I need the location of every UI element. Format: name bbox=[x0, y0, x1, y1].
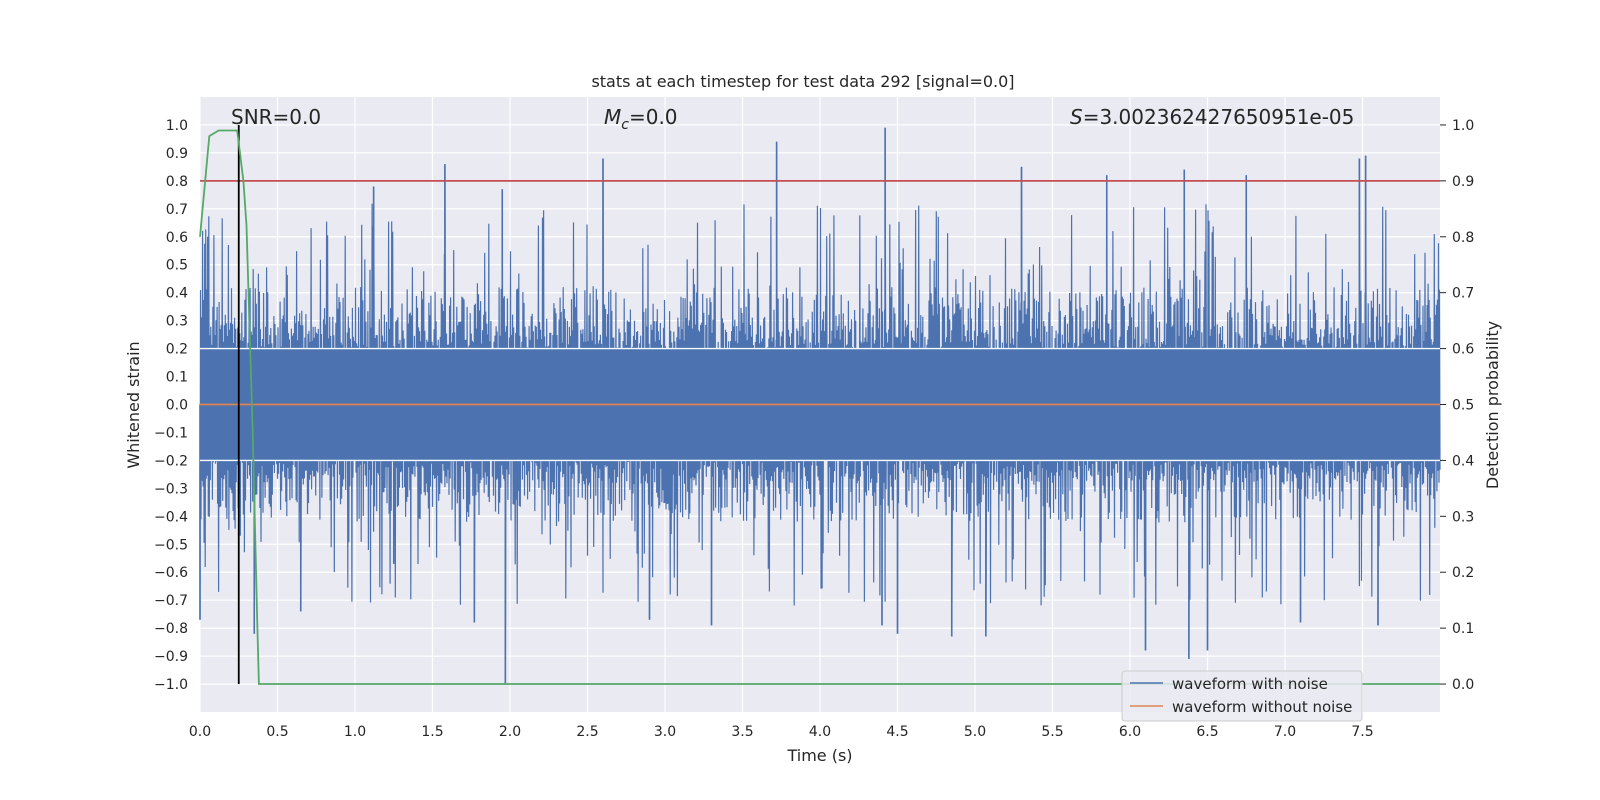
x-tick-label: 3.0 bbox=[654, 724, 676, 740]
legend-label-with-noise: waveform with noise bbox=[1172, 675, 1328, 693]
y-tick-label: −0.7 bbox=[154, 593, 188, 609]
x-tick-label: 0.5 bbox=[266, 724, 288, 740]
series-detection-probability bbox=[199, 129, 1440, 685]
x-tick-label: 1.5 bbox=[421, 724, 443, 740]
y2-axis-ticks: 1.0 0.9 0.8 0.7 0.6 0.5 0.4 0.3 0.2 0.1 0.0 bbox=[1440, 118, 1474, 693]
s-annotation: S=3.002362427650951e-05 bbox=[1070, 105, 1354, 129]
y-tick-label: 0.2 bbox=[166, 342, 188, 358]
y2-tick-label: 1.0 bbox=[1452, 118, 1474, 134]
y2-tick-label: 0.9 bbox=[1452, 174, 1474, 190]
y-axis-label: Whitened strain bbox=[124, 341, 143, 468]
y-tick-label: 0.6 bbox=[166, 230, 188, 246]
y2-tick-label: 0.4 bbox=[1452, 453, 1474, 469]
y2-tick-label: 0.2 bbox=[1452, 565, 1474, 581]
legend-label-without-noise: waveform without noise bbox=[1172, 698, 1352, 716]
y-tick-label: −0.4 bbox=[154, 509, 188, 525]
snr-annotation: SNR=0.0 bbox=[231, 105, 321, 129]
y-tick-label: 0.1 bbox=[166, 370, 188, 386]
chirp-mass-subscript: c bbox=[621, 117, 629, 133]
y-tick-label: 1.0 bbox=[166, 118, 188, 134]
y-tick-label: −0.8 bbox=[154, 621, 188, 637]
y-tick-label: −0.5 bbox=[154, 537, 188, 553]
chirp-mass-symbol: M bbox=[604, 105, 621, 129]
x-tick-label: 6.0 bbox=[1119, 724, 1141, 740]
x-tick-label: 5.5 bbox=[1041, 724, 1063, 740]
y-tick-label: 0.9 bbox=[166, 146, 188, 162]
x-axis-ticks: 0.0 0.5 1.0 1.5 2.0 2.5 3.0 3.5 4.0 4.5 5.0 5.5 6.0 6… bbox=[189, 724, 1374, 740]
x-tick-label: 4.5 bbox=[886, 724, 908, 740]
noise-line bbox=[199, 127, 1441, 685]
y2-tick-label: 0.1 bbox=[1452, 621, 1474, 637]
x-tick-label: 7.0 bbox=[1274, 724, 1296, 740]
y-tick-label: 0.4 bbox=[166, 286, 188, 302]
x-tick-label: 5.0 bbox=[964, 724, 986, 740]
s-symbol: S bbox=[1070, 105, 1083, 129]
y2-tick-label: 0.3 bbox=[1452, 509, 1474, 525]
y2-tick-label: 0.8 bbox=[1452, 230, 1474, 246]
x-tick-label: 3.5 bbox=[731, 724, 753, 740]
x-tick-label: 2.0 bbox=[499, 724, 521, 740]
y2-tick-label: 0.7 bbox=[1452, 286, 1474, 302]
y2-tick-label: 0.6 bbox=[1452, 342, 1474, 358]
y-tick-label: 0.5 bbox=[166, 258, 188, 274]
x-tick-label: 4.0 bbox=[809, 724, 831, 740]
x-axis-label: Time (s) bbox=[786, 746, 852, 765]
legend-box bbox=[1121, 670, 1363, 722]
x-tick-label: 6.5 bbox=[1196, 724, 1218, 740]
chirp-mass-value: =0.0 bbox=[629, 105, 678, 129]
y-tick-label: −1.0 bbox=[154, 677, 188, 693]
legend: waveform with noise waveform without noi… bbox=[1121, 670, 1363, 722]
y-tick-label: −0.3 bbox=[154, 481, 188, 497]
y-tick-label: 0.0 bbox=[166, 398, 188, 414]
y-tick-label: 0.7 bbox=[166, 202, 188, 218]
y-tick-label: 0.8 bbox=[166, 174, 188, 190]
y-tick-label: −0.9 bbox=[154, 649, 188, 665]
y-axis-ticks: 1.0 0.9 0.8 0.7 0.6 0.5 0.4 0.3 0.2 0.1 0.0 −0.1 −0.… bbox=[154, 118, 188, 693]
y-tick-label: −0.1 bbox=[154, 425, 188, 441]
overlays bbox=[199, 124, 1440, 685]
y2-tick-label: 0.5 bbox=[1452, 398, 1474, 414]
x-tick-label: 7.5 bbox=[1351, 724, 1373, 740]
chart-title: stats at each timestep for test data 292… bbox=[591, 72, 1014, 91]
x-tick-label: 1.0 bbox=[344, 724, 366, 740]
y2-tick-label: 0.0 bbox=[1452, 677, 1474, 693]
x-tick-label: 0.0 bbox=[189, 724, 211, 740]
y2-axis-label: Detection probability bbox=[1483, 321, 1502, 489]
y-tick-label: 0.3 bbox=[166, 314, 188, 330]
plot-area bbox=[199, 97, 1441, 712]
chirp-mass-annotation: Mc=0.0 bbox=[604, 105, 678, 133]
y-tick-label: −0.6 bbox=[154, 565, 188, 581]
x-tick-label: 2.5 bbox=[576, 724, 598, 740]
y-tick-label: −0.2 bbox=[154, 453, 188, 469]
s-value: =3.002362427650951e-05 bbox=[1083, 105, 1355, 129]
